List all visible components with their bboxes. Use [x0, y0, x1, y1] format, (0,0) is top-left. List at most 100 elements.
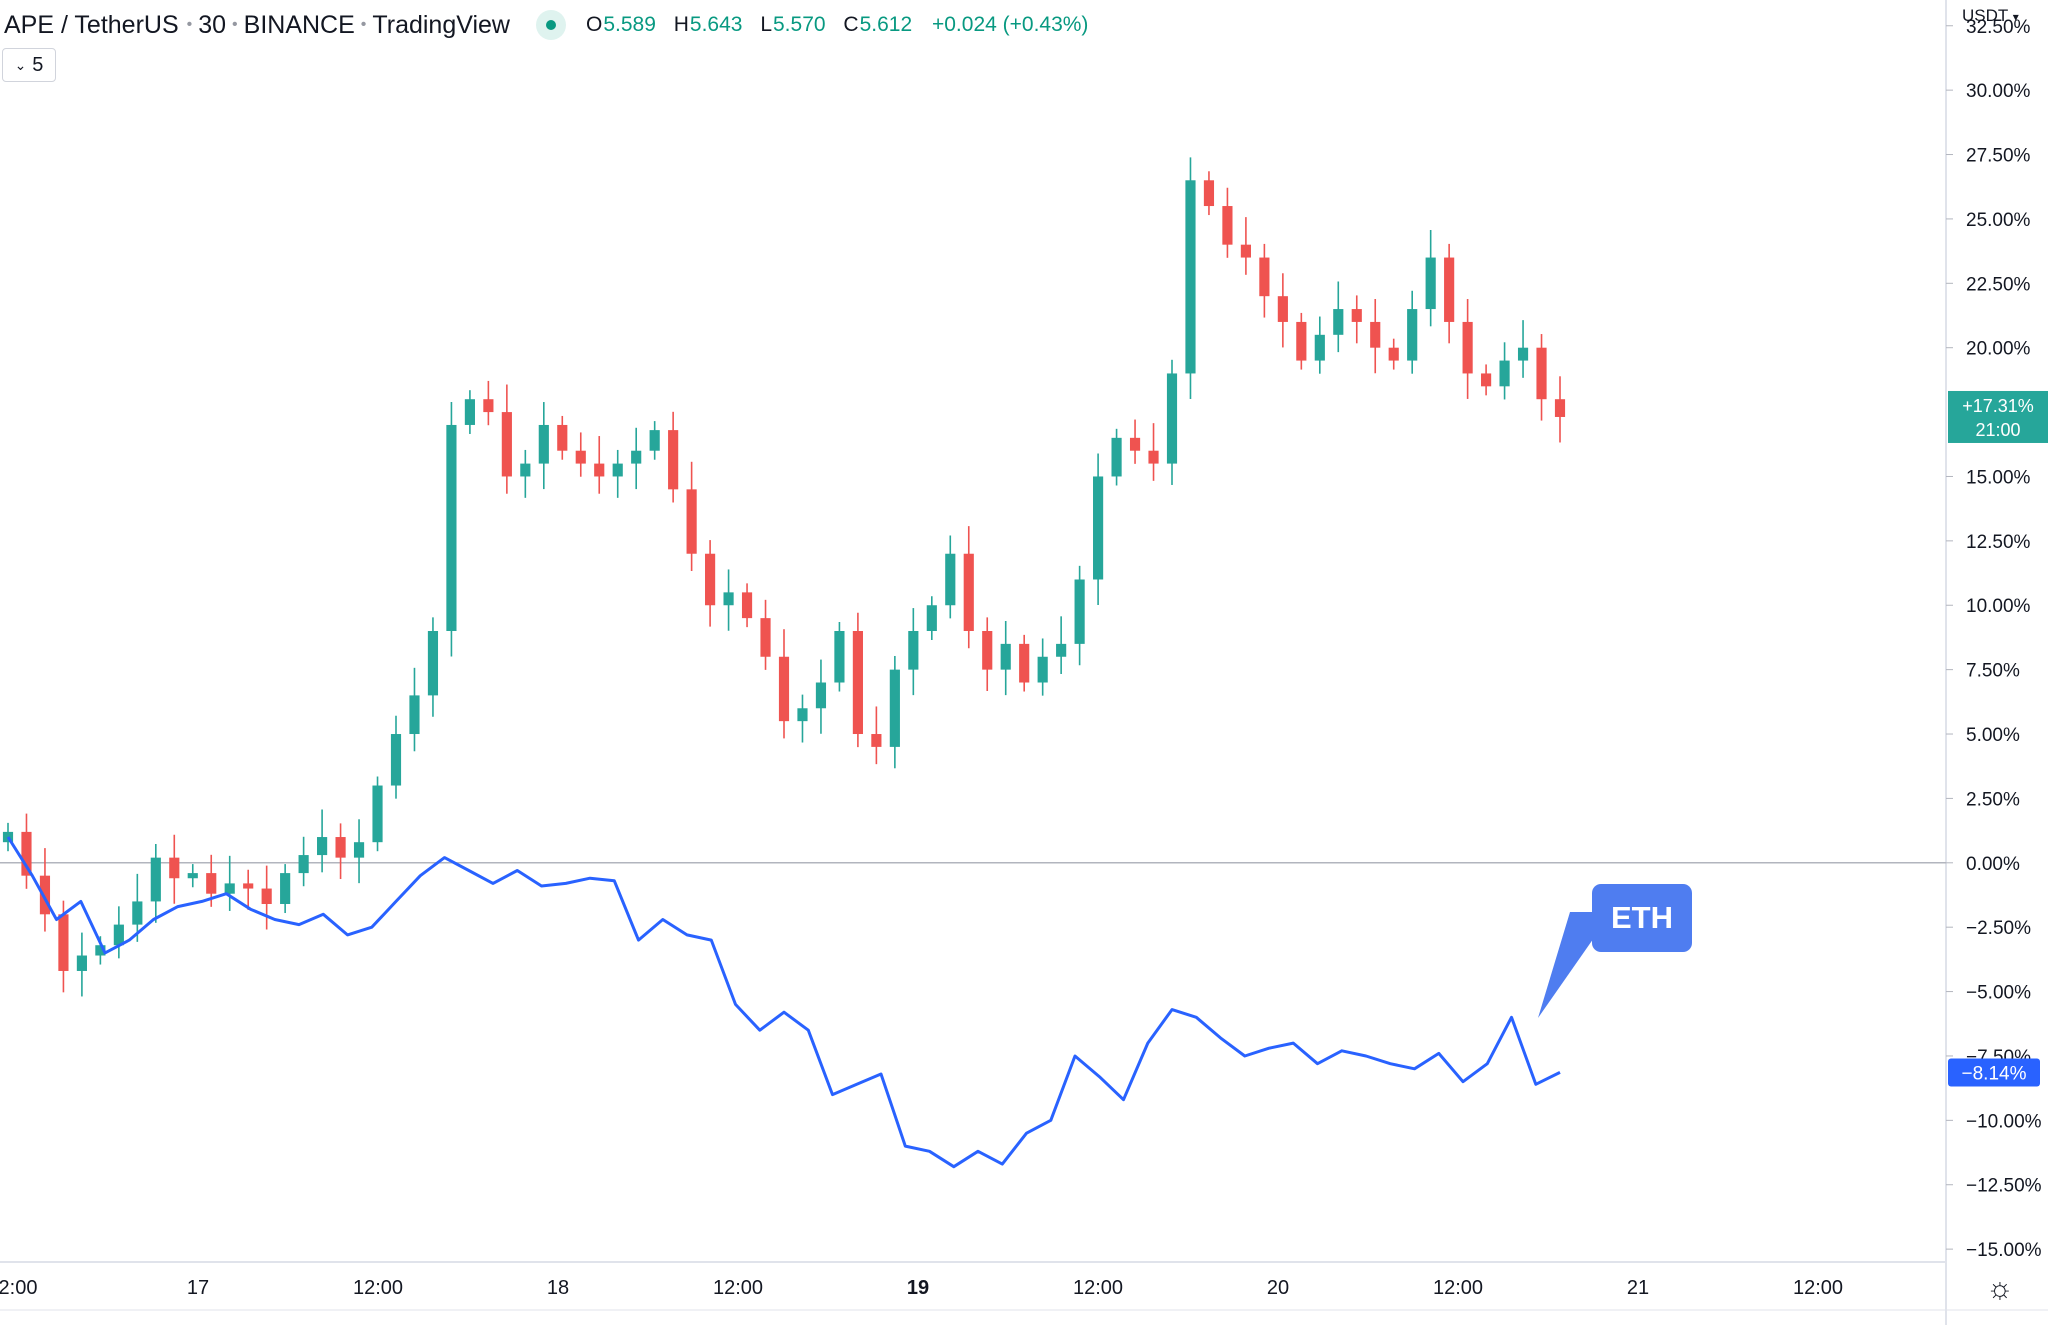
y-tick-label: −10.00% [1966, 1111, 2042, 1132]
y-tick-label: 30.00% [1966, 81, 2031, 102]
candle-body [1296, 321, 1307, 361]
candle-body [298, 855, 309, 874]
candle-body [335, 837, 346, 858]
candle-body [778, 656, 790, 722]
candle-body [612, 463, 623, 477]
high-value: 5.643 [689, 13, 743, 36]
market-open-icon [535, 10, 566, 40]
candle-body [520, 463, 531, 477]
candle-body [427, 631, 439, 696]
candle-body [464, 399, 475, 425]
candle-body [797, 708, 808, 722]
candle-body [889, 669, 900, 747]
candle-body [1185, 180, 1196, 374]
candle-body [501, 412, 512, 477]
y-tick-label: 7.50% [1966, 661, 2020, 682]
y-tick-label: 12.50% [1966, 532, 2031, 553]
y-tick-label: 0.00% [1966, 854, 2020, 875]
x-tick-label: 12:00 [353, 1277, 403, 1299]
eth-callout-bubble [1592, 884, 1692, 952]
candle-body [834, 631, 845, 683]
candle-body [1517, 347, 1529, 361]
candle-body [557, 424, 568, 451]
ape-candles [2, 157, 1566, 997]
candle-body [1222, 206, 1233, 245]
candle-body [649, 430, 660, 451]
candle-body [1425, 257, 1436, 310]
gear-icon[interactable]: ☼ [1986, 1272, 2014, 1305]
y-tick-label: 32.50% [1966, 17, 2031, 38]
candle-body [132, 901, 143, 925]
candle-body [58, 914, 69, 971]
price-scale-ticks[interactable]: 32.50% 30.00% 27.50% 25.00% 22.50% 20.00% 15.0… [1946, 17, 2042, 1261]
candle-body [575, 450, 586, 464]
low-label: L [760, 13, 772, 36]
candle-body [372, 785, 383, 843]
candle-body [871, 734, 882, 747]
x-tick-label: 2:00 [0, 1277, 37, 1299]
candle-body [1554, 399, 1566, 417]
candle-body [741, 592, 753, 619]
candle-body [446, 424, 457, 631]
y-tick-label: 15.00% [1966, 467, 2031, 488]
candle-body [1351, 309, 1362, 322]
candle-body [1019, 643, 1030, 683]
candle-body [1074, 579, 1085, 644]
x-tick-label: 20 [1267, 1277, 1289, 1299]
x-tick-label: 17 [187, 1277, 209, 1299]
eth-line [6, 836, 1561, 1169]
candle-body [317, 837, 328, 856]
candle-body [169, 857, 180, 879]
candle-body [760, 618, 771, 657]
close-value: 5.612 [859, 13, 913, 36]
candle-body [39, 875, 51, 915]
candle-body [1148, 450, 1159, 464]
candle-body [261, 888, 272, 905]
eth-badge-value: −8.14% [1962, 1063, 2027, 1084]
candle-body [113, 924, 124, 946]
candle-body [76, 955, 87, 971]
candle-body [150, 857, 161, 902]
candle-body [1370, 321, 1381, 348]
eth-callout-label: ETH [1611, 900, 1673, 935]
y-tick-label: 2.50% [1966, 789, 2020, 810]
chevron-down-icon: ▾ [2012, 10, 2019, 24]
candle-body [908, 631, 919, 670]
x-tick-label: 12:00 [1073, 1277, 1123, 1299]
x-tick-label: 21 [1627, 1277, 1649, 1299]
interval-label[interactable]: 30 [198, 10, 227, 39]
candle-body [668, 430, 679, 490]
candle-body [705, 553, 716, 606]
candle-body [1240, 244, 1251, 258]
candle-body [926, 605, 937, 631]
candle-body [723, 592, 734, 606]
time-axis-ticks[interactable]: 2:00 17 12:00 18 12:00 19 12:00 20 12:00 21 12:00 [0, 1277, 1843, 1299]
y-tick-label: 25.00% [1966, 210, 2031, 231]
legend-header[interactable]: APE / TetherUS • 30 • BINANCE • TradingV… [4, 6, 1088, 44]
candle-body [1499, 360, 1510, 387]
x-tick-label: 18 [547, 1277, 569, 1299]
candle-body [1444, 257, 1455, 322]
currency-selector[interactable]: USDT ▾ [1962, 6, 2019, 26]
candle-body [353, 842, 365, 858]
high-label: H [673, 13, 689, 36]
y-tick-label: 20.00% [1966, 339, 2031, 360]
ohlc-values: O5.589 H5.643 L5.570 C5.612 +0.024 (+0.4… [586, 13, 1088, 37]
x-tick-label: 12:00 [1793, 1277, 1843, 1299]
currency-label: USDT [1962, 6, 2008, 25]
y-tick-label: −5.00% [1966, 983, 2031, 1004]
change-value: +0.024 (+0.43%) [931, 13, 1089, 36]
candle-body [1000, 643, 1011, 670]
candle-body [963, 553, 974, 631]
candle-body [686, 489, 697, 554]
y-tick-label: −2.50% [1966, 918, 2031, 939]
candle-body [1056, 643, 1067, 657]
y-tick-label: 10.00% [1966, 596, 2031, 617]
ape-badge-time: 21:00 [1975, 420, 2020, 440]
indicator-count: 5 [32, 53, 44, 76]
candle-body [1166, 373, 1178, 464]
symbol-name[interactable]: APE / TetherUS [4, 10, 179, 39]
candle-body [1111, 437, 1122, 477]
indicators-collapse-button[interactable]: ⌄ 5 [2, 48, 56, 82]
